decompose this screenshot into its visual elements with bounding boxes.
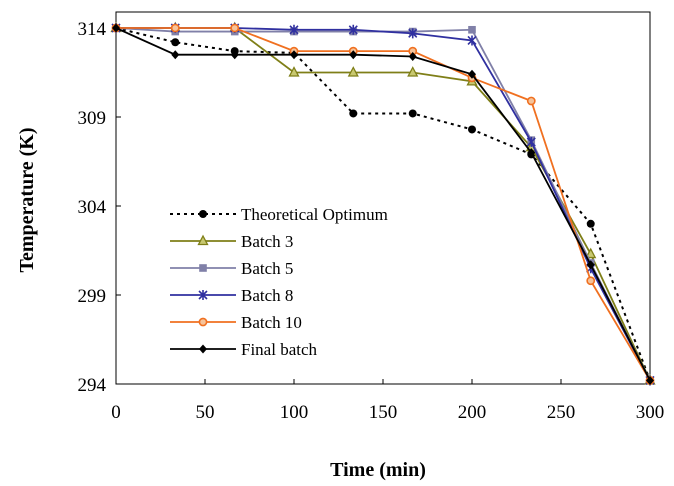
data-point xyxy=(468,25,476,34)
data-point xyxy=(408,109,417,118)
y-tick-label: 314 xyxy=(78,19,107,40)
y-axis-title: Temperature (K) xyxy=(16,128,38,273)
data-point xyxy=(112,23,120,33)
series-line xyxy=(115,27,651,381)
plot-area xyxy=(115,11,651,385)
legend-item: Batch 10 xyxy=(170,313,302,332)
legend-marker xyxy=(198,290,208,300)
legend-label: Batch 8 xyxy=(241,286,293,305)
data-point xyxy=(288,66,300,77)
data-point xyxy=(585,247,597,259)
data-point xyxy=(348,24,358,35)
data-point xyxy=(289,24,299,35)
data-point xyxy=(230,23,240,33)
y-tick-label: 309 xyxy=(78,108,107,129)
data-point xyxy=(467,35,477,46)
legend-marker xyxy=(199,264,207,272)
data-point xyxy=(347,66,359,77)
legend-marker xyxy=(198,317,208,327)
data-point xyxy=(170,23,180,33)
series-layer xyxy=(110,21,656,386)
data-point xyxy=(171,50,180,60)
series-line xyxy=(115,27,651,381)
data-point xyxy=(349,50,358,60)
series-final-batch xyxy=(112,23,654,385)
legend-item: Final batch xyxy=(170,340,318,359)
y-tick-label: 304 xyxy=(78,197,107,218)
data-point xyxy=(408,51,417,61)
legend-item: Batch 5 xyxy=(170,259,293,278)
legend-item: Theoretical Optimum xyxy=(170,205,388,224)
y-axis-ticks: 294 299 304 309 314 xyxy=(78,19,121,396)
data-point xyxy=(586,260,595,270)
data-point xyxy=(407,66,419,77)
data-point xyxy=(646,375,654,385)
legend-label: Final batch xyxy=(241,340,318,359)
legend-marker xyxy=(197,234,209,246)
data-point xyxy=(468,125,476,134)
data-point xyxy=(408,28,418,39)
data-point xyxy=(526,96,536,106)
legend-item: Batch 3 xyxy=(170,232,293,251)
data-point xyxy=(526,136,536,147)
data-point xyxy=(468,69,476,79)
legend: Theoretical Optimum Batch 3 Batch 5 Batch 8… xyxy=(170,205,388,359)
x-tick-label: 150 xyxy=(369,402,398,423)
y-tick-label: 299 xyxy=(78,286,107,307)
legend-item: Batch 8 xyxy=(170,286,293,305)
x-tick-label: 0 xyxy=(111,402,121,423)
x-tick-label: 300 xyxy=(636,402,665,423)
legend-marker xyxy=(199,344,207,354)
data-point xyxy=(349,109,358,118)
data-point xyxy=(230,50,239,60)
legend-label: Batch 10 xyxy=(241,313,302,332)
x-tick-label: 200 xyxy=(458,402,487,423)
legend-marker xyxy=(199,210,207,218)
series-line xyxy=(116,27,651,381)
x-tick-label: 250 xyxy=(547,402,576,423)
data-point xyxy=(171,38,180,47)
legend-label: Batch 3 xyxy=(241,232,293,251)
x-tick-label: 50 xyxy=(196,402,215,423)
y-tick-label: 294 xyxy=(78,375,107,396)
data-point xyxy=(527,148,536,158)
data-point xyxy=(290,50,298,60)
x-axis-ticks: 0 50 100 150 200 250 300 xyxy=(111,379,664,423)
x-axis-title: Time (min) xyxy=(330,459,426,481)
legend-label: Batch 5 xyxy=(241,259,293,278)
data-point xyxy=(586,219,595,228)
legend-label: Theoretical Optimum xyxy=(241,205,388,224)
data-point xyxy=(586,276,596,286)
x-tick-label: 100 xyxy=(280,402,309,423)
